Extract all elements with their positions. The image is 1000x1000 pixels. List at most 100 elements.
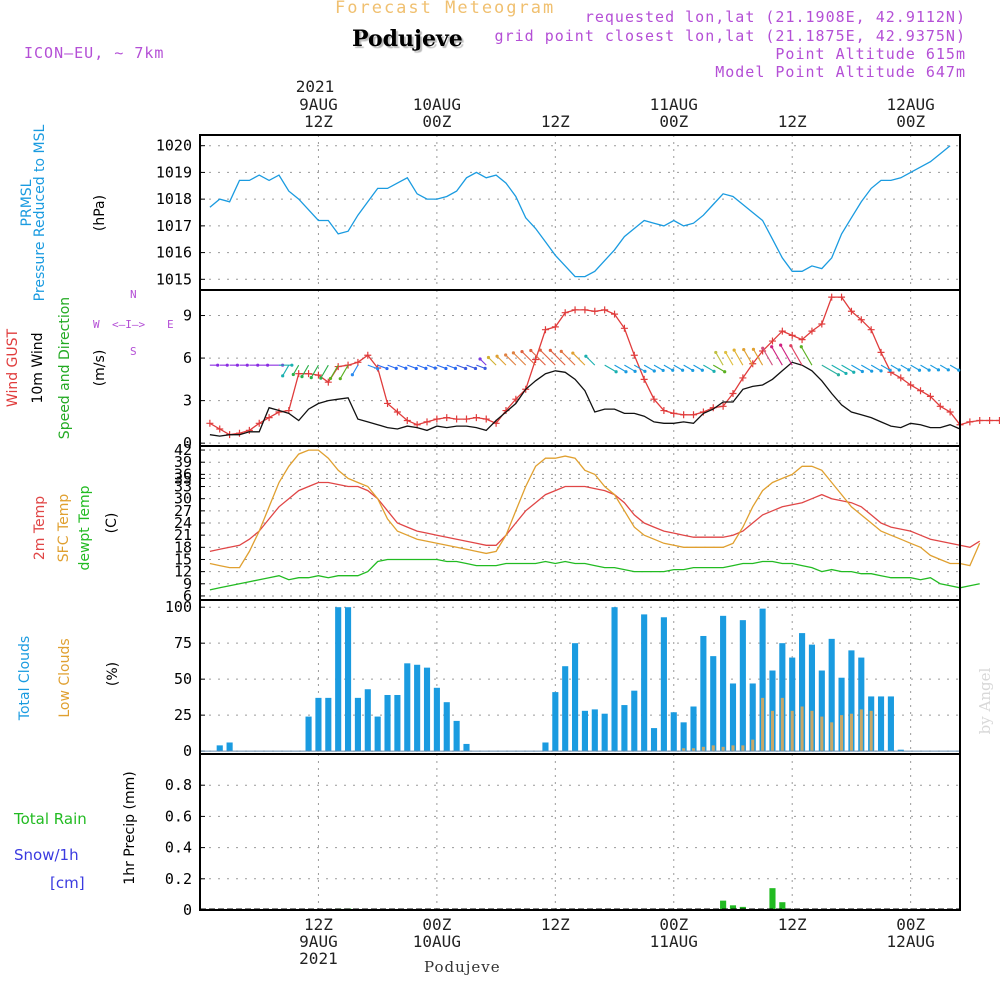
wind-arrow: [320, 364, 329, 379]
wind-arrowhead: [936, 368, 941, 372]
gust-marker: [611, 310, 619, 318]
total-cloud-bar: [818, 670, 825, 752]
ytick-label: 1015: [156, 270, 192, 288]
wind-arrowhead: [495, 354, 499, 358]
gust-marker: [808, 327, 816, 335]
wind-arrow: [733, 349, 744, 366]
gust-marker: [561, 309, 569, 317]
total-cloud-bar: [680, 722, 687, 752]
wind-arrowhead: [652, 369, 656, 373]
wind-arrowhead: [291, 372, 295, 377]
top-axis-label: 9AUG 12Z: [299, 95, 338, 131]
ytick-label: 0.8: [165, 776, 192, 794]
wind-arrowhead: [464, 366, 468, 371]
ytick-label: 6: [183, 349, 192, 367]
gust-marker: [551, 323, 559, 331]
wind-arrowhead: [770, 345, 774, 349]
wind-arrowhead: [879, 369, 883, 373]
total-cloud-bar: [463, 743, 470, 752]
wind-arrow: [752, 349, 764, 366]
wind-arrow: [310, 364, 319, 378]
wind-arrowhead: [256, 363, 260, 367]
ytick-label: 24: [174, 514, 192, 532]
gust-marker: [798, 336, 806, 344]
total-cloud-bar: [641, 614, 648, 752]
wind-arrow: [301, 364, 310, 377]
gust-marker: [690, 411, 698, 419]
wind-arrowhead: [957, 368, 961, 372]
gust-marker: [897, 374, 905, 382]
wind-arrow: [466, 364, 476, 369]
gust-marker: [403, 416, 411, 424]
rain-bar: [729, 905, 737, 910]
low-cloud-bar: [770, 710, 774, 752]
gust-marker: [601, 306, 609, 314]
gust-marker: [778, 327, 786, 335]
total-cloud-bar: [710, 656, 717, 752]
ytick-label: 21: [174, 526, 192, 544]
wind-arrowhead: [414, 366, 418, 371]
location-title: Podujeve: [352, 26, 463, 52]
wind-arrow: [841, 364, 855, 373]
wind-arrow: [282, 364, 290, 377]
gust-marker: [324, 378, 332, 386]
gust-marker: [640, 375, 648, 383]
wind-arrow: [456, 364, 466, 369]
wind-arrowhead: [852, 370, 856, 374]
total-cloud-bar: [749, 683, 756, 752]
wind-arrowhead: [946, 368, 950, 372]
wind-arrow: [572, 352, 586, 366]
bottom-axis-label: 00Z 12AUG: [886, 915, 935, 951]
low-cloud-bar: [820, 716, 824, 752]
wind-arrowhead: [350, 373, 354, 377]
wind-arrow: [634, 364, 646, 372]
requested-coords: requested lon,lat (21.1908E, 42.9112N): [584, 8, 966, 26]
wind-arrow: [436, 364, 447, 369]
ytick-label: 50: [174, 670, 192, 688]
gust-marker: [354, 358, 362, 366]
wind-arrow: [505, 354, 517, 366]
wind-arrowhead: [614, 370, 618, 374]
ytick-label: 1019: [156, 163, 192, 181]
total-cloud-bar: [700, 635, 707, 752]
wind-arrowhead: [700, 368, 704, 372]
total-cloud-bar: [325, 697, 332, 752]
total-cloud-bar: [897, 749, 904, 752]
wind-arrow: [663, 364, 674, 371]
wind-arrowhead: [483, 366, 487, 370]
wind-arrow: [488, 357, 497, 366]
wind-arrowhead: [724, 350, 728, 355]
total-cloud-bar: [739, 620, 746, 752]
ytick-label: 1018: [156, 190, 192, 208]
wind-arrow: [549, 349, 566, 366]
wind-arrowhead: [661, 368, 665, 373]
wind-arrowhead: [907, 368, 911, 372]
wind-arrowhead: [444, 366, 448, 371]
ytick-label: 1020: [156, 137, 192, 155]
wind-arrow: [530, 350, 546, 366]
gust-marker: [295, 370, 303, 378]
total-cloud-bar: [344, 607, 352, 752]
wind-arrowhead: [691, 368, 695, 373]
gust-marker: [453, 415, 461, 423]
gust-marker: [719, 402, 727, 410]
wind-arrow: [339, 364, 349, 379]
ytick-label: 0: [183, 901, 192, 919]
wind-arrow: [780, 344, 793, 366]
wind-arrowhead: [860, 369, 864, 374]
wind-arrow: [513, 352, 527, 366]
wind-arrowhead: [897, 368, 901, 372]
wind-arrowhead: [751, 347, 756, 351]
gust-marker: [591, 307, 599, 315]
total-cloud-bar: [305, 716, 312, 752]
bottom-axis-label: 12Z: [540, 915, 570, 934]
wind-arrowhead: [235, 363, 240, 367]
gust-marker: [907, 381, 915, 389]
low-cloud-bar: [800, 706, 804, 752]
ytick-label: 0.4: [165, 839, 192, 857]
top-axis-label: 10AUG 00Z: [412, 95, 461, 131]
gust-marker: [532, 355, 540, 363]
wind-arrowhead: [245, 363, 249, 367]
gust-marker: [926, 392, 934, 400]
wind-arrow: [725, 352, 734, 366]
